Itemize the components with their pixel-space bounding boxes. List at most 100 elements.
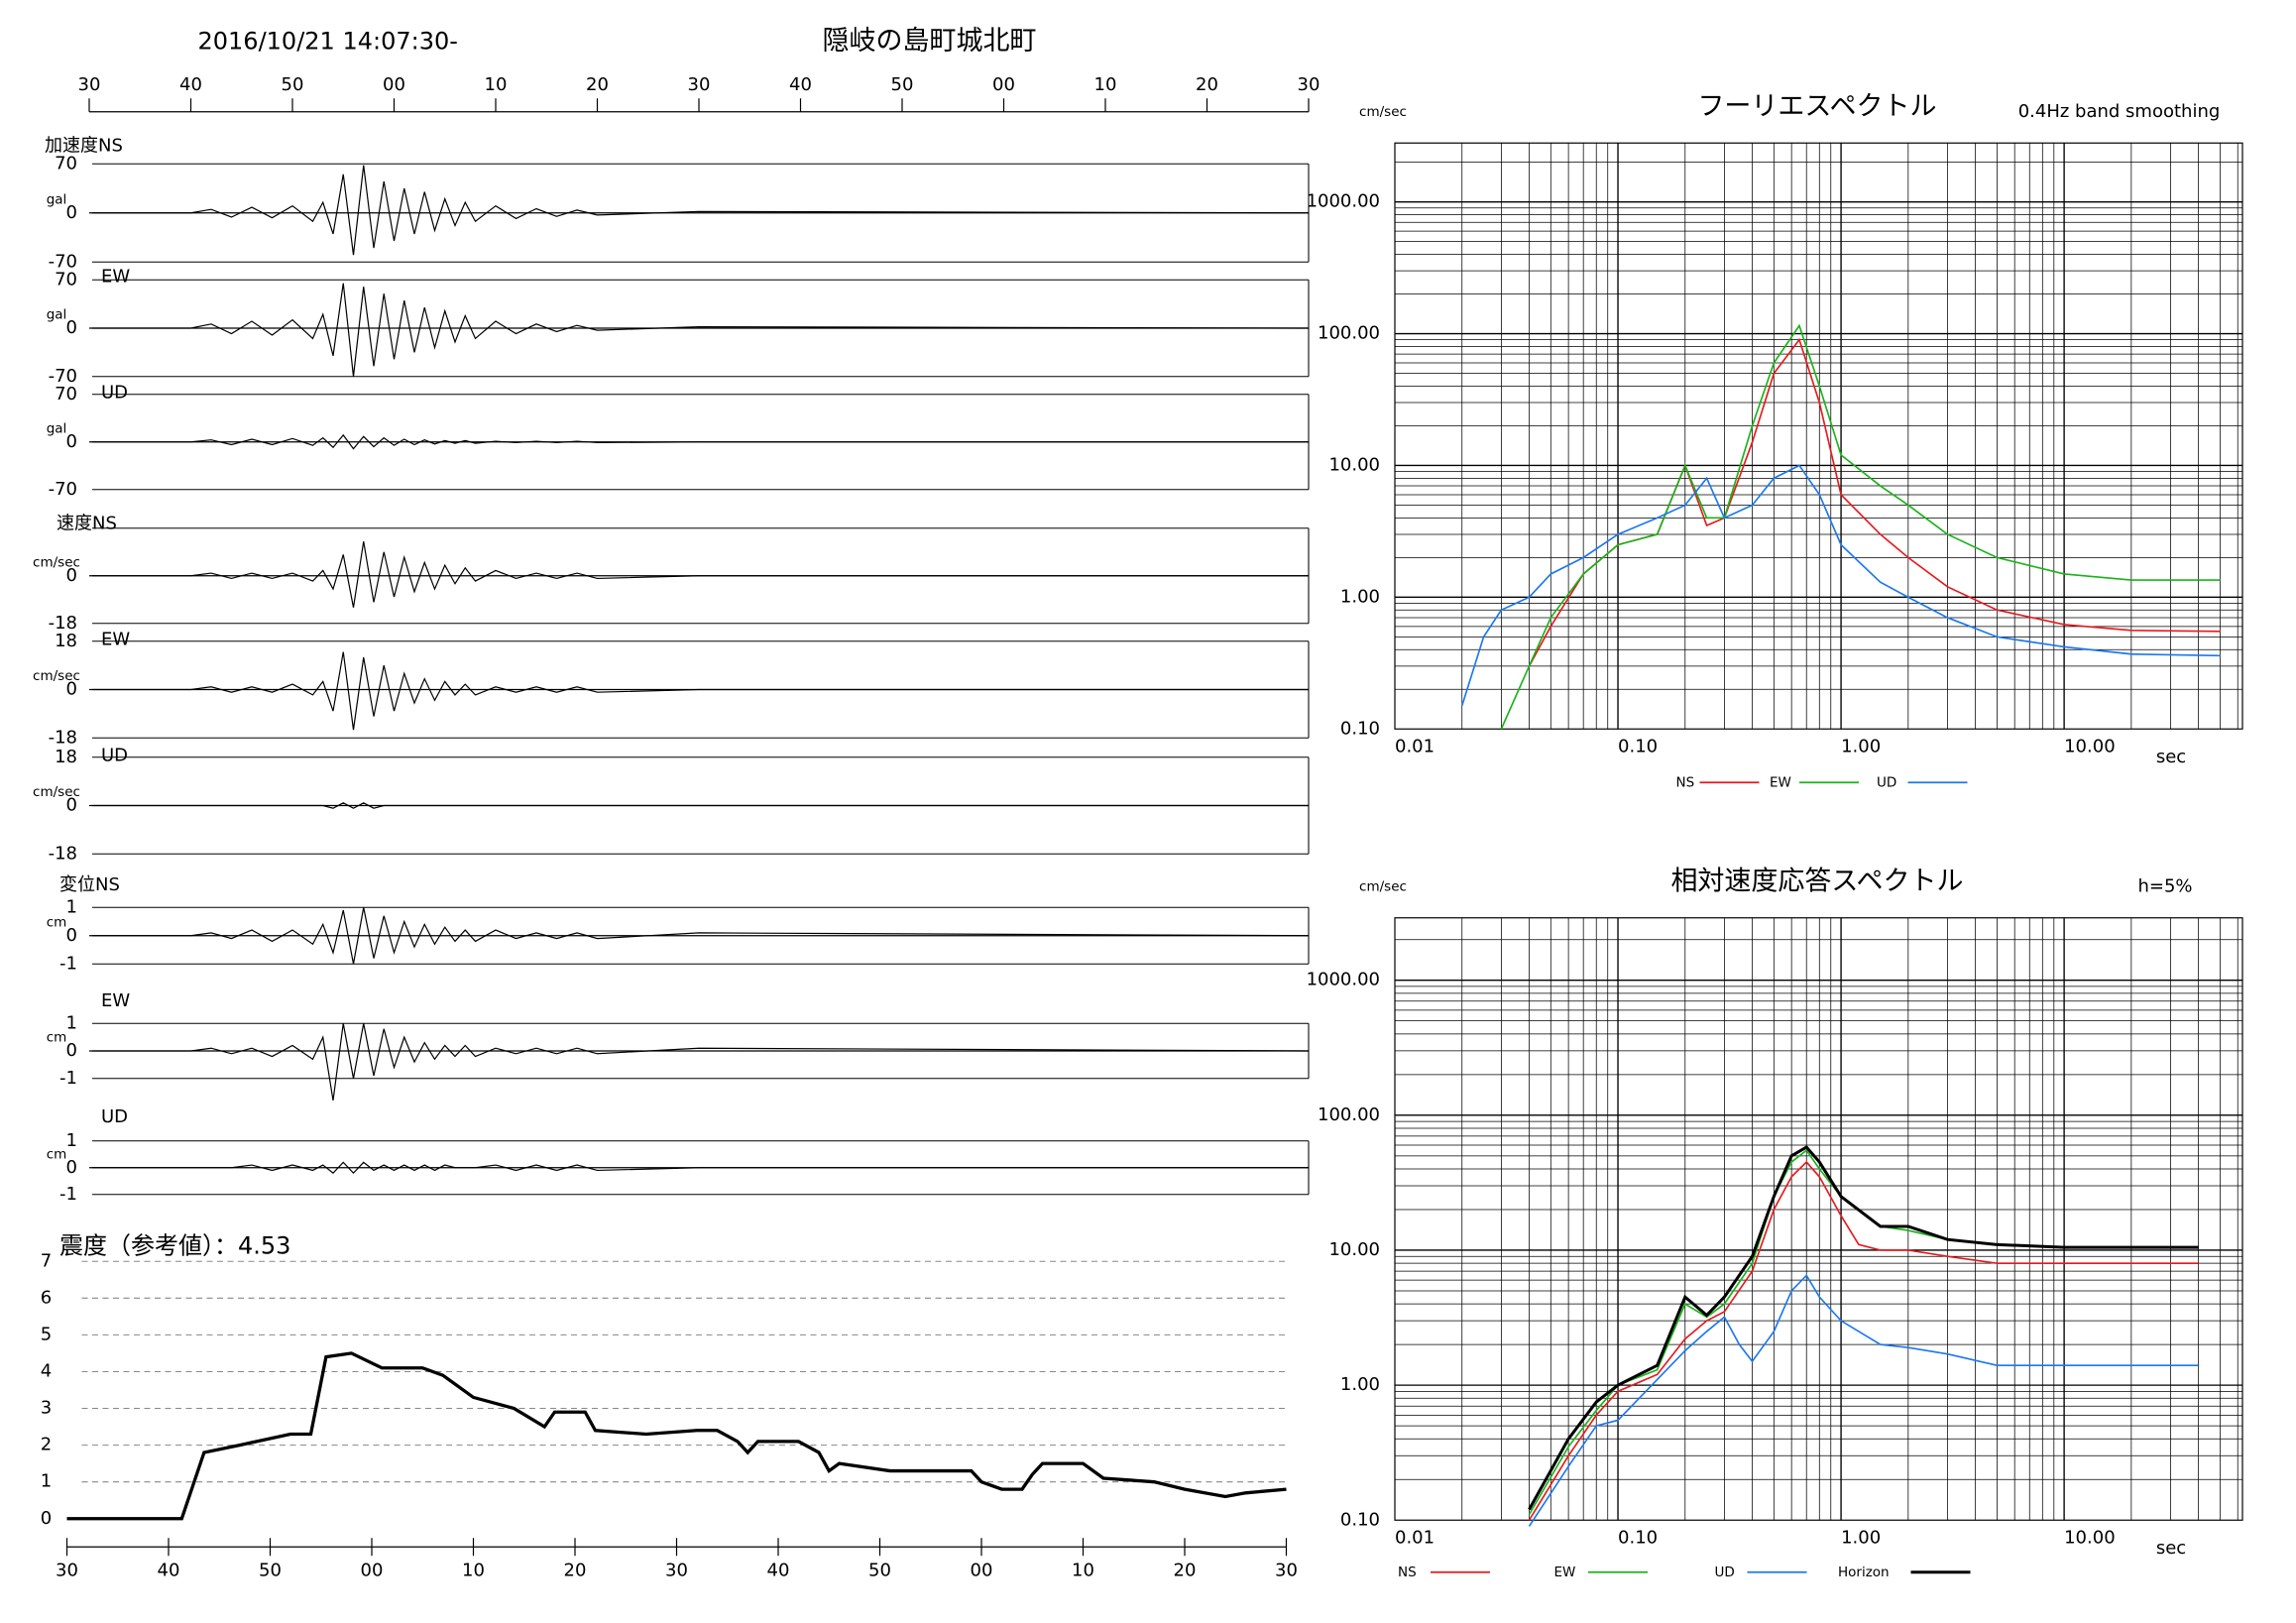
x-tick-label: 0.10 <box>1618 736 1658 756</box>
y-tick-label: 1 <box>66 1130 77 1151</box>
waveform <box>89 802 1309 809</box>
y-tick-label: -18 <box>49 613 77 634</box>
y-tick-label: 0 <box>66 925 77 946</box>
x-axis-label: sec <box>2156 747 2186 767</box>
waveform <box>89 283 1310 377</box>
x-tick-label: 00 <box>992 74 1015 95</box>
spectrum-line <box>1528 1148 2199 1516</box>
y-tick-label: 0.10 <box>1340 718 1380 739</box>
y-tick-label: 5 <box>41 1324 52 1344</box>
x-tick-label: 20 <box>1174 1560 1197 1580</box>
y-tick-label: 1000.00 <box>1307 970 1380 990</box>
datetime: 2016/10/21 14:07:30- <box>198 27 458 55</box>
x-tick-label: 0.01 <box>1395 1527 1435 1548</box>
x-tick-label: 50 <box>259 1560 282 1580</box>
x-tick-label: 40 <box>158 1560 180 1580</box>
panel-label: EW <box>101 629 130 649</box>
y-tick-label: 1.00 <box>1340 586 1380 607</box>
x-tick-label: 50 <box>868 1560 891 1580</box>
x-tick-label: 0.01 <box>1395 736 1435 756</box>
panel-unit: cm/sec <box>33 554 80 570</box>
x-tick-label: 00 <box>971 1560 993 1580</box>
panel-unit: gal <box>47 420 67 436</box>
y-tick-label: 0 <box>66 431 77 452</box>
panel-label: UD <box>101 1106 128 1127</box>
y-tick-label: 18 <box>55 631 77 651</box>
x-tick-label: 0.10 <box>1618 1527 1658 1548</box>
x-tick-label: 10 <box>1094 74 1117 95</box>
x-tick-label: 30 <box>688 74 711 95</box>
waveform <box>89 540 1309 608</box>
panel-label: UD <box>101 382 128 403</box>
panel-label: 加速度NS <box>45 135 123 156</box>
spectrum-line <box>1528 337 2221 667</box>
panel-label: 速度NS <box>57 513 117 533</box>
spectrum-line <box>1500 323 2221 730</box>
waveform <box>89 651 1309 731</box>
x-tick-label: 00 <box>383 74 405 95</box>
panel-unit: cm <box>47 1030 67 1046</box>
panel-label: EW <box>101 990 130 1011</box>
legend-label: EW <box>1770 774 1791 790</box>
x-tick-label: 1.00 <box>1841 1527 1881 1548</box>
x-tick-label: 00 <box>361 1560 384 1580</box>
x-tick-label: 40 <box>789 74 812 95</box>
legend-label: Horizon <box>1838 1565 1890 1580</box>
chart-title: フーリエスペクトル <box>1697 91 1936 122</box>
y-tick-label: 1000.00 <box>1307 191 1380 212</box>
x-tick-label: 30 <box>78 74 101 95</box>
x-tick-label: 10.00 <box>2064 1527 2116 1548</box>
legend-label: EW <box>1554 1565 1576 1580</box>
y-tick-label: 0 <box>41 1508 52 1529</box>
x-tick-label: 20 <box>586 74 609 95</box>
legend-label: UD <box>1715 1565 1735 1580</box>
y-tick-label: 70 <box>55 384 77 405</box>
y-tick-label: 10.00 <box>1328 1239 1380 1260</box>
y-tick-label: 100.00 <box>1318 1104 1380 1125</box>
y-tick-label: 3 <box>41 1398 52 1419</box>
x-tick-label: 30 <box>665 1560 688 1580</box>
y-tick-label: 0 <box>66 202 77 223</box>
x-tick-label: 20 <box>564 1560 587 1580</box>
y-tick-label: -70 <box>49 366 77 387</box>
y-tick-label: 18 <box>55 747 77 767</box>
y-tick-label: -1 <box>59 1068 77 1089</box>
y-axis-label: cm/sec <box>1359 104 1407 120</box>
plot-frame <box>1394 142 2243 730</box>
y-tick-label: -1 <box>59 1184 77 1205</box>
y-tick-label: -18 <box>49 843 77 864</box>
x-tick-label: 40 <box>767 1560 790 1580</box>
x-tick-label: 10 <box>485 74 508 95</box>
waveform <box>89 907 1310 965</box>
x-axis-label: sec <box>2156 1538 2186 1559</box>
x-tick-label: 30 <box>56 1560 78 1580</box>
spectrum-line <box>1528 1145 2199 1511</box>
y-tick-label: 0 <box>66 317 77 338</box>
y-tick-label: -70 <box>49 479 77 500</box>
y-tick-label: 1.00 <box>1340 1374 1380 1395</box>
y-tick-label: 70 <box>55 269 77 290</box>
y-tick-label: 2 <box>41 1435 52 1455</box>
station-title: 隠岐の島町城北町 <box>823 26 1037 57</box>
panel-unit: cm <box>47 914 67 930</box>
waveform <box>89 165 1310 256</box>
panel-unit: cm/sec <box>33 784 80 800</box>
y-tick-label: -1 <box>59 953 77 974</box>
panel-unit: cm/sec <box>33 668 80 684</box>
y-tick-label: 0 <box>66 795 77 816</box>
y-axis-label: cm/sec <box>1359 878 1407 894</box>
y-tick-label: 70 <box>55 153 77 174</box>
y-tick-label: 7 <box>41 1250 52 1271</box>
x-tick-label: 30 <box>1298 74 1320 95</box>
y-tick-label: 0.10 <box>1340 1509 1380 1530</box>
y-tick-label: -70 <box>49 251 77 272</box>
y-tick-label: 0 <box>66 1157 77 1178</box>
y-tick-label: 1 <box>66 896 77 917</box>
panel-unit: cm <box>47 1146 67 1162</box>
y-tick-label: 10.00 <box>1328 454 1380 475</box>
y-tick-label: 100.00 <box>1318 323 1380 344</box>
y-tick-label: 0 <box>66 1040 77 1061</box>
x-tick-label: 20 <box>1196 74 1218 95</box>
panel-unit: gal <box>47 307 67 323</box>
panel-label: UD <box>101 745 128 765</box>
